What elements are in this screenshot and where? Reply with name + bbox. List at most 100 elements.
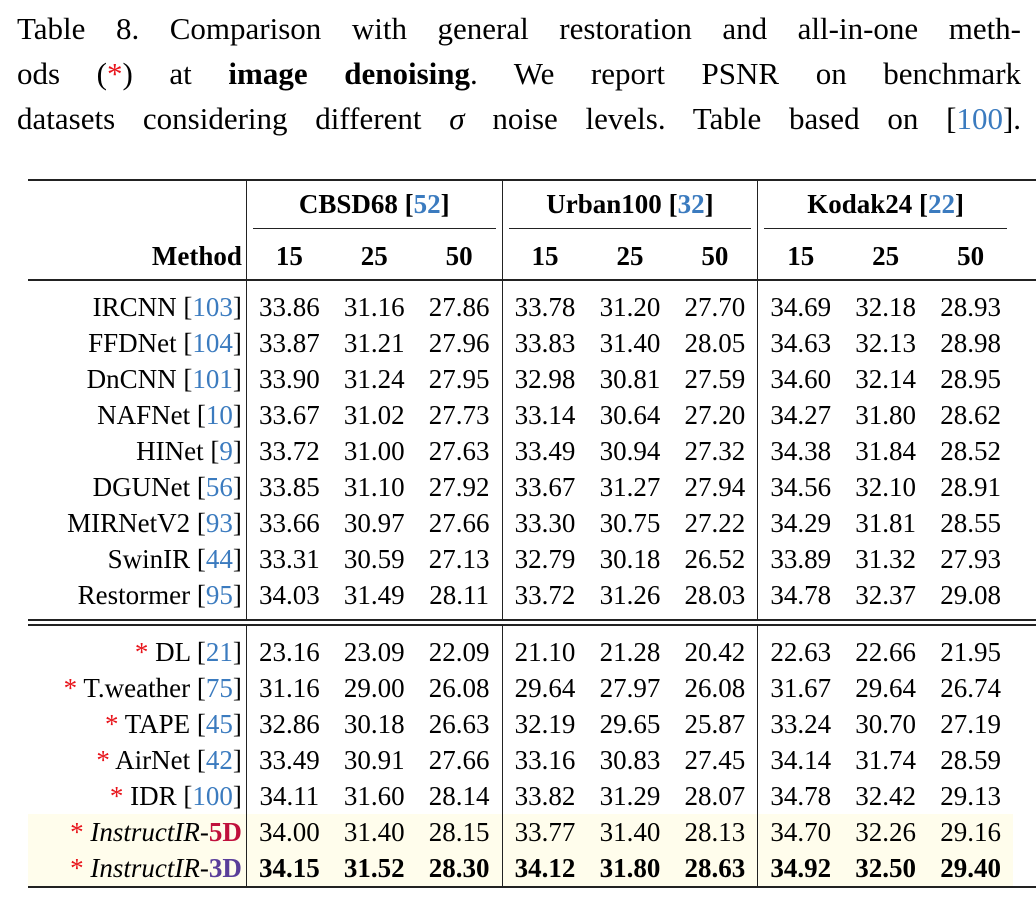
psnr-cell: 22.66 — [855, 636, 917, 667]
citation-link[interactable]: 100 — [192, 780, 233, 811]
table-row: DGUNet [56] 33.85 31.10 27.92 33.67 31.27 27.9… — [28, 469, 1036, 505]
table-row: SwinIR [44] 33.31 30.59 27.13 32.79 30.18 26.5… — [28, 541, 1036, 577]
psnr-cell: 33.66 — [245, 505, 332, 541]
table-row: * TAPE [45] 32.86 30.18 26.63 32.19 29.65 25.8… — [28, 706, 1036, 742]
psnr-cell: 31.21 — [343, 327, 405, 358]
psnr-cell: 27.13 — [428, 543, 490, 574]
citation-link[interactable]: 42 — [205, 744, 233, 775]
method-name-cell: DnCNN [101] — [86, 363, 242, 394]
sigma-header: 15 — [245, 233, 332, 281]
psnr-cell: 33.85 — [245, 469, 332, 505]
psnr-cell: 28.62 — [940, 399, 1001, 430]
method-name-cell: * AirNet [42] — [96, 744, 242, 775]
citation-link[interactable]: 103 — [192, 291, 233, 322]
psnr-cell: 30.97 — [343, 507, 405, 538]
pad-cell — [1013, 361, 1036, 397]
psnr-cell: 32.26 — [843, 814, 929, 850]
psnr-cell: 27.66 — [428, 744, 490, 775]
citation-link[interactable]: 95 — [205, 579, 233, 610]
citation-link[interactable]: 32 — [677, 189, 705, 219]
psnr-cell: 30.94 — [599, 435, 661, 466]
star-marker: * — [70, 852, 84, 883]
method-name-cell: SwinIR [44] — [107, 543, 242, 574]
citation-link[interactable]: 52 — [413, 189, 441, 219]
citation-link[interactable]: 101 — [192, 363, 233, 394]
psnr-cell: 33.89 — [757, 541, 844, 577]
psnr-cell: 23.09 — [343, 636, 405, 667]
psnr-cell: 27.86 — [428, 291, 490, 322]
citation-link[interactable]: 93 — [205, 507, 233, 538]
table-row: Restormer [95] 34.03 31.49 28.11 33.72 31.26 2… — [28, 577, 1036, 621]
star-marker: * — [70, 816, 84, 847]
psnr-cell: 22.09 — [428, 636, 490, 667]
method-name-cell: * IDR [100] — [109, 780, 242, 811]
pad-cell — [1013, 505, 1036, 541]
psnr-cell: 29.08 — [928, 577, 1014, 621]
psnr-cell: 30.83 — [599, 744, 661, 775]
table-row: HINet [9] 33.72 31.00 27.63 33.49 30.94 27.32 3… — [28, 433, 1036, 469]
psnr-cell: 27.94 — [684, 471, 746, 502]
method-variant: 3D — [208, 852, 242, 883]
psnr-cell: 33.31 — [245, 541, 332, 577]
double-rule — [28, 620, 1036, 626]
sigma-header: 50 — [416, 233, 503, 281]
citation-link[interactable]: 75 — [205, 672, 233, 703]
psnr-cell: 27.19 — [940, 708, 1001, 739]
psnr-cell: 32.13 — [855, 327, 917, 358]
psnr-cell: 32.50 — [843, 850, 929, 888]
pad-cell — [1013, 850, 1036, 888]
method-name-cell: FFDNet [104] — [88, 327, 242, 358]
psnr-cell: 32.86 — [245, 706, 332, 742]
method-name: DGUNet — [92, 471, 191, 502]
psnr-cell: 28.98 — [940, 327, 1001, 358]
psnr-cell: 33.16 — [501, 742, 588, 778]
psnr-cell: 31.67 — [757, 670, 844, 706]
psnr-cell: 34.15 — [245, 850, 332, 888]
psnr-cell: 31.60 — [343, 780, 405, 811]
pad-cell — [1013, 433, 1036, 469]
psnr-cell: 30.18 — [599, 543, 661, 574]
citation-link[interactable]: 100 — [956, 101, 1003, 136]
citation-link[interactable]: 10 — [205, 399, 233, 430]
citation-link[interactable]: 44 — [205, 543, 233, 574]
citation-link[interactable]: 45 — [205, 708, 233, 739]
sigma-header: 25 — [331, 233, 417, 281]
citation-link[interactable]: 56 — [205, 471, 233, 502]
caption-label: Table 8. — [17, 11, 140, 46]
psnr-cell: 31.20 — [599, 291, 661, 322]
psnr-cell: 33.24 — [757, 706, 844, 742]
citation-link[interactable]: 104 — [192, 327, 233, 358]
method-name-cell: * TAPE [45] — [105, 708, 242, 739]
method-name-cell: * InstructIR-3D — [28, 850, 247, 888]
caption-text: noise levels. Table based on [ — [492, 101, 957, 136]
psnr-cell: 34.27 — [757, 397, 844, 433]
method-header: Method — [28, 233, 247, 281]
pad-cell — [1013, 634, 1036, 670]
psnr-cell: 31.27 — [599, 471, 661, 502]
psnr-cell: 31.10 — [343, 471, 405, 502]
psnr-cell: 27.70 — [684, 291, 746, 322]
results-table: CBSD68 [52] Urban100 [32] Kodak24 [22] M… — [28, 179, 1036, 888]
psnr-cell: 20.42 — [684, 636, 746, 667]
psnr-cell: 33.49 — [501, 433, 588, 469]
table-row: NAFNet [10] 33.67 31.02 27.73 33.14 30.64 27.2… — [28, 397, 1036, 433]
table-row: FFDNet [104] 33.87 31.21 27.96 33.83 31.40 28.… — [28, 325, 1036, 361]
table-row: * InstructIR-5D 34.00 31.40 28.15 33.77 31.40… — [28, 814, 1036, 850]
citation-link[interactable]: 21 — [205, 636, 233, 667]
psnr-cell: 31.29 — [599, 780, 661, 811]
psnr-cell: 34.56 — [757, 469, 844, 505]
citation-link[interactable]: 22 — [928, 189, 956, 219]
citation-link[interactable]: 9 — [219, 435, 233, 466]
psnr-cell: 23.16 — [245, 634, 332, 670]
star-marker: * — [109, 780, 124, 811]
psnr-cell: 32.37 — [843, 577, 929, 621]
psnr-cell: 27.93 — [940, 543, 1001, 574]
psnr-cell: 34.11 — [245, 778, 332, 814]
method-name: HINet — [136, 435, 204, 466]
pad-cell — [1013, 706, 1036, 742]
psnr-cell: 28.07 — [684, 780, 746, 811]
psnr-cell: 30.59 — [343, 543, 405, 574]
sigma-symbol: σ — [449, 101, 465, 136]
group-header-kodak24: Kodak24 [22] — [757, 179, 1014, 233]
psnr-cell: 26.74 — [940, 672, 1001, 703]
